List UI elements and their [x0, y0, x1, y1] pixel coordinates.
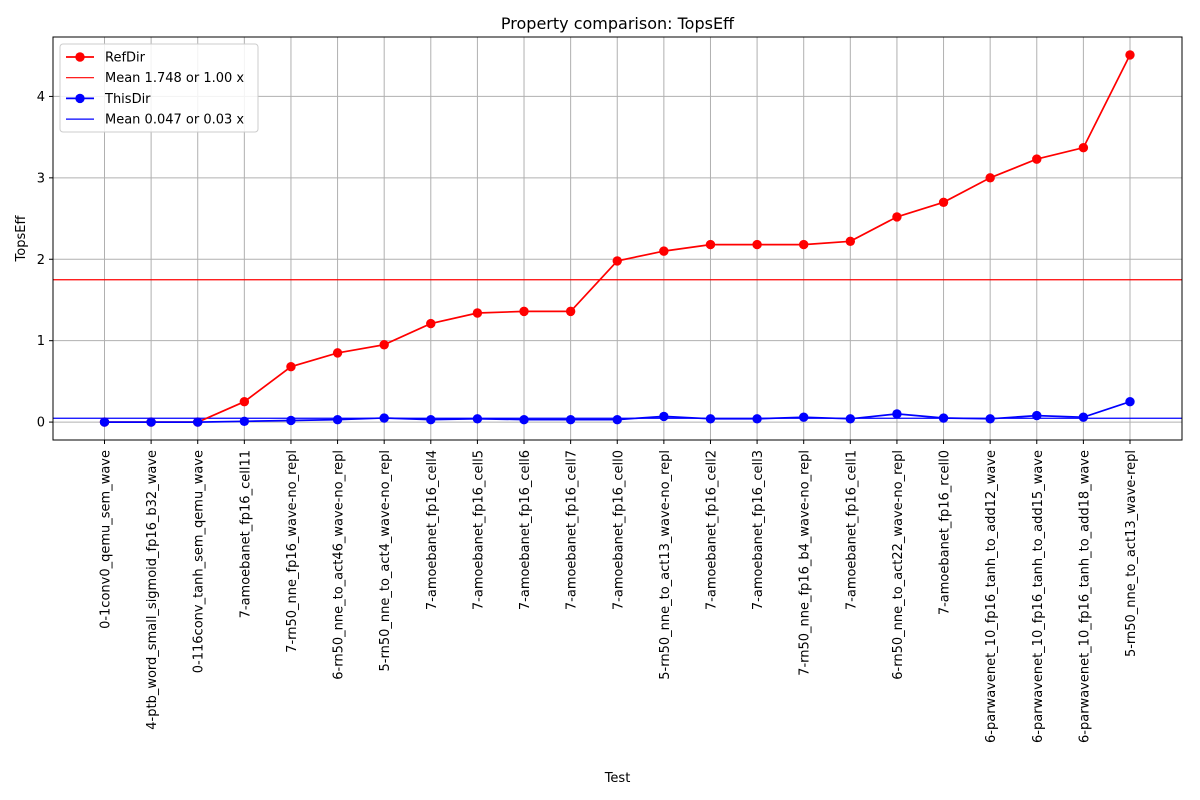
x-tick-label: 7-amoebanet_fp16_cell11	[238, 450, 253, 618]
data-point-thisdir	[705, 414, 716, 424]
chart-title: Property comparison: TopsEff	[501, 14, 735, 33]
x-tick-label: 7-amoebanet_fp16_cell1	[844, 450, 859, 610]
y-tick-label: 0	[37, 416, 45, 431]
data-point-thisdir	[1078, 412, 1089, 422]
data-point-refdir	[752, 239, 762, 250]
x-tick-label: 7-amoebanet_fp16_cell0	[611, 450, 626, 610]
x-tick-label: 7-amoebanet_fp16_cell5	[471, 450, 486, 610]
data-point-refdir	[472, 308, 483, 318]
data-point-refdir	[799, 239, 809, 250]
x-tick-label: 6-rn50_nne_to_act22_wave-no_repl	[891, 450, 906, 680]
data-point-thisdir	[938, 413, 949, 423]
data-point-refdir	[1032, 154, 1042, 164]
x-tick-label: 0-1conv0_qemu_sem_wave	[99, 450, 114, 629]
data-point-thisdir	[472, 414, 483, 424]
x-tick-label: 6-rn50_nne_to_act46_wave-no_repl	[332, 450, 347, 680]
data-point-thisdir	[99, 417, 110, 427]
x-tick-label: 6-parwavenet_10_fp16_tanh_to_add12_wave	[984, 450, 999, 743]
legend: RefDir Mean 1.748 or 1.00 x ThisDir Mean 0.…	[59, 43, 259, 133]
legend-marker	[75, 93, 85, 104]
data-point-refdir	[286, 362, 296, 372]
data-point-refdir	[985, 173, 995, 183]
data-point-thisdir	[519, 414, 529, 425]
data-point-thisdir	[379, 413, 389, 423]
x-tick-label: 7-rn50_nne_fp16_b4_wave-no_repl	[798, 450, 813, 676]
data-point-thisdir	[565, 414, 576, 425]
data-point-refdir	[659, 246, 669, 256]
data-point-refdir	[612, 256, 622, 266]
x-tick-label: 7-rn50_nne_fp16_wave-no_repl	[285, 450, 300, 653]
y-tick-label: 4	[37, 90, 45, 105]
data-point-thisdir	[845, 414, 856, 424]
data-point-thisdir	[1125, 397, 1135, 407]
x-tick-label: 5-rn50_nne_to_act4_wave-no_repl	[378, 450, 393, 671]
x-axis: 0-1conv0_qemu_sem_wave 4-ptb_word_small_s…	[99, 440, 1139, 743]
data-point-thisdir	[659, 411, 669, 422]
data-point-thisdir	[426, 414, 436, 425]
y-tick-label: 3	[37, 171, 45, 186]
x-tick-label: 7-amoebanet_fp16_rcell0	[938, 450, 953, 615]
x-tick-label: 5-rn50_nne_to_act13_wave-repl	[1124, 450, 1139, 657]
data-point-refdir	[239, 397, 250, 407]
x-tick-label: 4-ptb_word_small_sigmoid_fp16_b32_wave	[145, 450, 160, 730]
x-tick-label: 7-amoebanet_fp16_cell3	[751, 450, 766, 610]
data-point-thisdir	[752, 414, 762, 424]
data-point-refdir	[845, 236, 856, 247]
x-tick-label: 7-amoebanet_fp16_cell7	[565, 450, 580, 610]
x-axis-label: Test	[604, 771, 631, 786]
data-point-refdir	[1078, 143, 1089, 153]
legend-label: RefDir	[105, 51, 146, 66]
data-point-thisdir	[892, 409, 902, 419]
legend-label: Mean 0.047 or 0.03 x	[105, 113, 244, 128]
x-tick-label: 7-amoebanet_fp16_cell2	[704, 450, 719, 610]
data-point-refdir	[379, 340, 389, 350]
data-point-thisdir	[193, 417, 203, 427]
y-axis-label: TopsEff	[14, 215, 29, 263]
data-point-thisdir	[799, 412, 809, 422]
x-tick-label: 6-parwavenet_10_fp16_tanh_to_add15_wave	[1031, 450, 1046, 743]
x-tick-label: 7-amoebanet_fp16_cell6	[518, 450, 533, 610]
y-tick-label: 1	[37, 334, 45, 349]
x-tick-label: 0-116conv_tanh_sem_qemu_wave	[192, 450, 207, 673]
data-point-thisdir	[985, 414, 995, 424]
data-point-thisdir	[332, 414, 343, 425]
x-tick-label: 7-amoebanet_fp16_cell4	[425, 450, 440, 610]
data-point-refdir	[519, 306, 529, 317]
data-point-refdir	[892, 212, 902, 222]
legend-box	[59, 43, 259, 133]
data-point-thisdir	[146, 417, 156, 427]
y-axis: 0 1 2 3 4	[37, 90, 53, 431]
data-point-refdir	[705, 239, 716, 250]
data-point-thisdir	[1032, 410, 1042, 421]
data-point-refdir	[1125, 50, 1135, 60]
x-tick-label: 5-rn50_nne_to_act13_wave-no_repl	[658, 450, 673, 680]
legend-label: Mean 1.748 or 1.00 x	[105, 71, 244, 86]
legend-marker	[75, 52, 85, 62]
data-point-refdir	[332, 348, 343, 358]
y-tick-label: 2	[37, 253, 45, 268]
series-layer	[99, 50, 1135, 427]
legend-label: ThisDir	[104, 92, 151, 107]
x-tick-label: 6-parwavenet_10_fp16_tanh_to_add18_wave	[1077, 450, 1092, 743]
data-point-refdir	[565, 306, 576, 317]
data-point-refdir	[938, 197, 949, 207]
data-point-thisdir	[286, 415, 296, 426]
data-point-thisdir	[239, 416, 250, 426]
data-point-refdir	[426, 318, 436, 329]
data-point-thisdir	[612, 414, 622, 425]
